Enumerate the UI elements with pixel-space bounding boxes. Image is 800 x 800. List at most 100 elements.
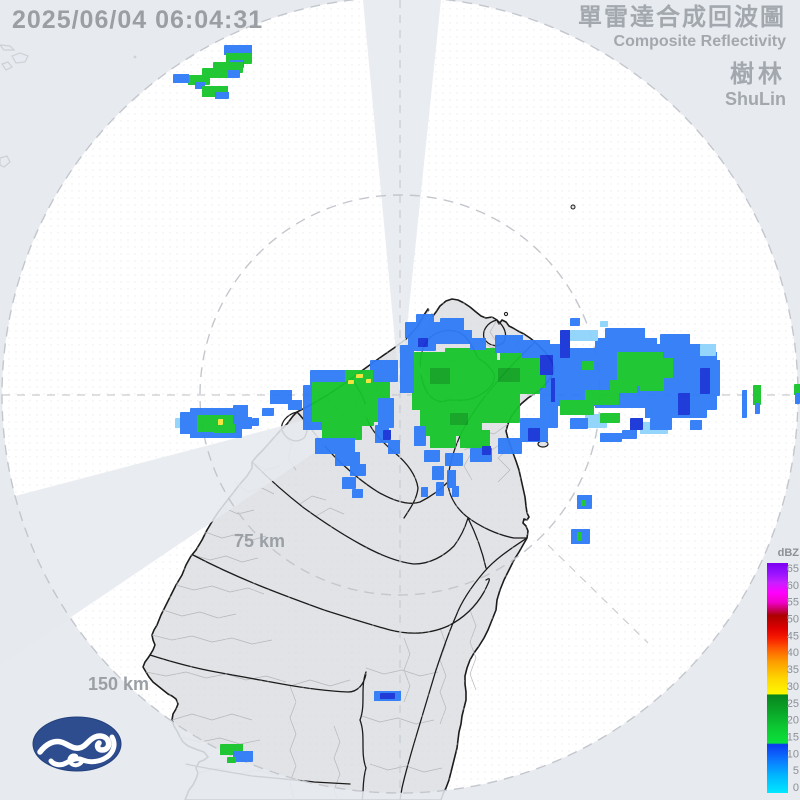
echo-cell <box>430 368 450 384</box>
echo-cell <box>350 464 366 476</box>
echo-cell <box>630 418 643 430</box>
echo-cell <box>570 330 598 341</box>
echo-cell <box>452 486 459 497</box>
north-blocked-sector <box>363 0 441 395</box>
echo-cell <box>498 368 520 382</box>
echo-cell <box>622 430 637 439</box>
echo-cell <box>617 352 663 386</box>
echo-cell <box>224 45 252 55</box>
colorbar-tick-10: 10 <box>787 748 799 760</box>
colorbar-unit-label: dBZ <box>778 547 800 559</box>
echo-cell <box>440 318 464 331</box>
echo-cell <box>430 434 456 448</box>
cwb-logo-curl <box>67 753 85 768</box>
echo-cell <box>582 361 594 370</box>
echo-cell <box>650 418 672 430</box>
echo-cell <box>352 489 363 498</box>
echo-cell <box>370 360 398 382</box>
echo-cell <box>252 418 259 426</box>
colorbar-tick-45: 45 <box>787 630 799 642</box>
echo-cell <box>570 318 580 326</box>
cwb-logo-wave <box>37 733 112 755</box>
echo-cell <box>335 452 360 466</box>
echo-cell <box>678 393 690 415</box>
cwb-logo-ellipse <box>32 716 122 772</box>
echo-cell <box>445 348 497 362</box>
echo-cell <box>436 482 444 496</box>
echo-cell <box>660 358 673 378</box>
radar-echo-layer <box>173 45 800 763</box>
echo-cell <box>581 500 586 506</box>
echo-cell <box>482 446 491 455</box>
echo-cell <box>288 400 302 410</box>
echo-cell <box>342 477 356 489</box>
echo-cell <box>421 487 428 497</box>
echo-cell <box>712 360 720 396</box>
echo-cell <box>560 330 570 358</box>
colorbar-tick-50: 50 <box>787 614 799 626</box>
echo-cell <box>690 420 702 430</box>
echo-cell <box>227 757 236 763</box>
station-name-zh: 樹林 <box>730 60 786 88</box>
echo-cell <box>400 345 414 393</box>
colorbar-tick-30: 30 <box>787 681 799 693</box>
colorbar-tick-20: 20 <box>787 715 799 727</box>
echo-cell <box>416 314 434 323</box>
echo-cell <box>640 378 664 391</box>
product-title-en: Composite Reflectivity <box>613 32 786 50</box>
echo-cell <box>226 70 240 78</box>
echo-cell <box>478 393 520 423</box>
range-label-150km: 150 km <box>88 674 149 694</box>
station-name-en: ShuLin <box>725 88 786 109</box>
echo-cell <box>173 74 189 83</box>
echo-cell <box>340 412 374 426</box>
cwb-logo <box>32 716 122 772</box>
echo-cell <box>522 340 550 358</box>
echo-cell <box>262 408 274 416</box>
echo-cell <box>414 426 426 446</box>
echo-cell <box>233 405 248 418</box>
echo-cell <box>175 418 181 428</box>
echo-cell <box>366 379 371 383</box>
colorbar-tick-65: 65 <box>787 563 799 575</box>
echo-cell <box>270 390 292 404</box>
product-title-zh: 單雷達合成回波圖 <box>578 4 786 31</box>
echo-cell <box>755 403 760 414</box>
echo-cell <box>528 428 540 441</box>
colorbar-tick-25: 25 <box>787 698 799 710</box>
colorbar-tick-60: 60 <box>787 580 799 592</box>
echo-cell <box>450 413 468 425</box>
echo-cell <box>348 380 354 384</box>
echo-cell <box>380 693 395 699</box>
echo-cell <box>600 433 622 442</box>
echo-cell <box>233 751 253 762</box>
echo-cell <box>610 380 637 393</box>
echo-cell <box>585 390 619 405</box>
echo-cell <box>795 393 800 404</box>
echo-cell <box>378 398 394 428</box>
echo-cell <box>470 338 486 350</box>
echo-cell <box>445 453 463 466</box>
echo-cell <box>794 384 800 395</box>
wsw-blocked-sector <box>0 395 400 665</box>
echo-cell <box>577 532 582 541</box>
echo-cell <box>600 413 620 423</box>
echo-cell <box>424 450 440 462</box>
echo-cell <box>570 418 588 429</box>
echo-cell <box>315 438 355 454</box>
echo-cell <box>218 419 223 425</box>
echo-cell <box>388 440 400 454</box>
echo-cell <box>498 438 522 454</box>
echo-cell <box>240 417 252 429</box>
echo-cell <box>660 334 690 348</box>
echo-cell <box>460 430 490 448</box>
echo-cell <box>495 335 523 353</box>
echo-cell <box>383 430 391 440</box>
echo-cell <box>742 390 747 418</box>
range-label-75km: 75 km <box>234 531 285 551</box>
echo-cell <box>605 328 645 344</box>
echo-cell <box>356 374 363 378</box>
